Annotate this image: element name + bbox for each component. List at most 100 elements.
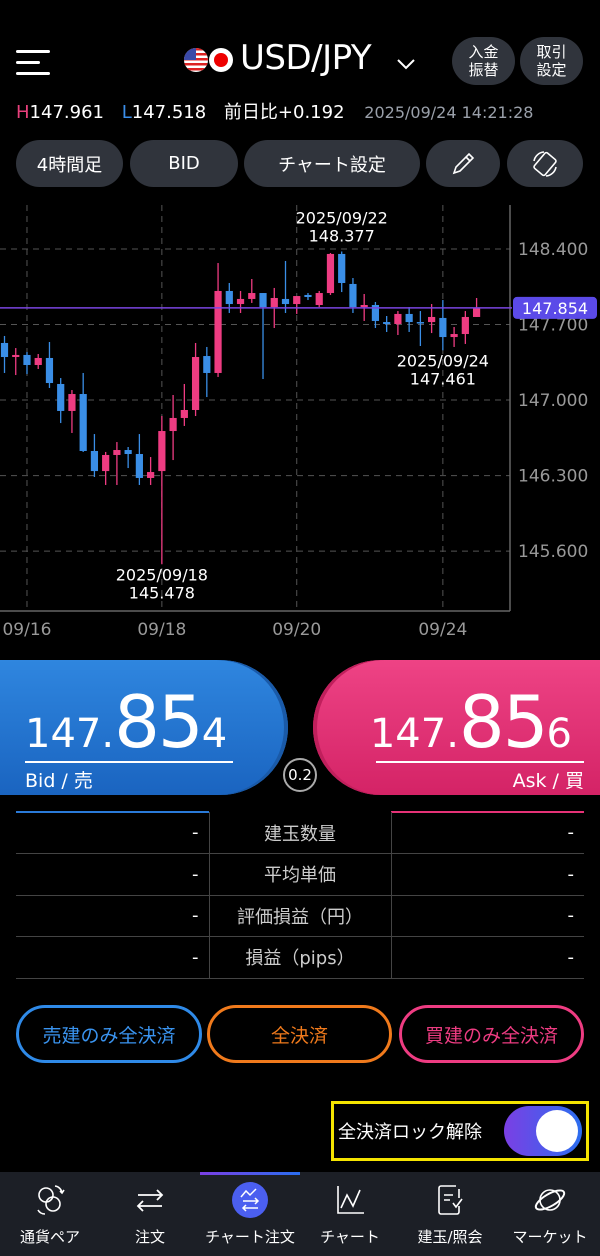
nav-label: マーケット bbox=[512, 1228, 588, 1246]
nav-label: チャート bbox=[320, 1228, 380, 1246]
trade-settings-button[interactable]: 取引 設定 bbox=[520, 37, 583, 85]
candle-body bbox=[338, 253, 346, 283]
draw-button[interactable] bbox=[426, 140, 500, 187]
candle-body bbox=[281, 298, 290, 305]
positions-row: - 建玉数量 - bbox=[16, 812, 584, 854]
candle bbox=[147, 457, 155, 485]
candle bbox=[124, 446, 132, 469]
positions-table: - 建玉数量 - - 平均単価 - - 評価損益（円） - - 損益（pips） - bbox=[16, 812, 584, 979]
y-tick-label: 147.000 bbox=[518, 391, 588, 411]
nav-label: チャート注文 bbox=[205, 1228, 295, 1246]
row-label: 平均単価 bbox=[208, 853, 392, 896]
candle bbox=[315, 290, 323, 308]
y-tick-label: 148.400 bbox=[518, 240, 588, 260]
candle-body bbox=[394, 313, 402, 324]
candle-body bbox=[270, 297, 278, 308]
candle-body bbox=[180, 409, 188, 418]
annotation-value: 147.461 bbox=[410, 369, 476, 388]
chart-settings-button[interactable]: チャート設定 bbox=[244, 140, 420, 187]
candle bbox=[349, 278, 357, 313]
candle bbox=[169, 394, 177, 461]
nav-chart[interactable]: チャート bbox=[300, 1172, 400, 1256]
lock-release-toggle[interactable] bbox=[504, 1106, 582, 1156]
lock-release-row: 全決済ロック解除 bbox=[331, 1101, 589, 1161]
candle-body bbox=[450, 334, 458, 338]
bid-price: 147.854 bbox=[25, 680, 228, 764]
candle bbox=[191, 342, 200, 417]
sell-bid-button[interactable]: 147.854 Bid / 売 bbox=[0, 660, 288, 795]
close-sell-only-button[interactable]: 売建のみ全決済 bbox=[16, 1005, 202, 1063]
candle bbox=[79, 372, 87, 452]
candle-body bbox=[203, 356, 211, 373]
positions-icon bbox=[438, 1185, 463, 1215]
candlestick-chart[interactable]: 148.400 147.700 147.000 146.300 145.600 09/16… bbox=[0, 200, 600, 645]
buy-value: - bbox=[391, 895, 584, 937]
candle-body bbox=[45, 357, 54, 384]
change-value: +0.192 bbox=[277, 102, 345, 123]
nav-currency-pair[interactable]: 通貨ペア bbox=[0, 1172, 100, 1256]
candle-body bbox=[191, 357, 200, 410]
chevron-down-icon[interactable] bbox=[396, 58, 416, 70]
candle-body bbox=[0, 342, 9, 358]
buy-ask-button[interactable]: 147.856 Ask / 買 bbox=[313, 660, 600, 795]
candle bbox=[90, 434, 99, 477]
candle-body bbox=[371, 305, 380, 321]
candle bbox=[0, 335, 9, 373]
candle bbox=[68, 390, 76, 433]
close-all-button[interactable]: 全決済 bbox=[207, 1005, 392, 1063]
candle bbox=[57, 378, 65, 424]
candle bbox=[259, 293, 267, 380]
candle bbox=[12, 348, 20, 376]
nav-positions[interactable]: 建玉/照会 bbox=[400, 1172, 500, 1256]
buy-value: - bbox=[391, 936, 584, 979]
candle-body bbox=[439, 317, 447, 338]
chart-icon bbox=[337, 1186, 364, 1214]
ask-label: Ask / 買 bbox=[512, 770, 584, 792]
candle bbox=[203, 346, 211, 398]
currency-pair-title[interactable]: USD/JPY bbox=[240, 38, 372, 78]
nav-order[interactable]: 注文 bbox=[100, 1172, 200, 1256]
candle bbox=[304, 293, 312, 301]
candle-body bbox=[135, 454, 143, 478]
nav-label: 建玉/照会 bbox=[417, 1228, 483, 1246]
candle-body bbox=[349, 283, 357, 308]
candle-body bbox=[57, 383, 65, 411]
current-price-badge bbox=[513, 296, 597, 319]
nav-label: 注文 bbox=[134, 1228, 165, 1246]
candle bbox=[102, 451, 110, 485]
candle-body bbox=[472, 307, 481, 317]
timeframe-button[interactable]: 4時間足 bbox=[16, 140, 123, 187]
sell-value: - bbox=[16, 936, 209, 979]
buy-value: - bbox=[391, 853, 584, 896]
bottom-nav: 通貨ペア 注文 チャート注文 チャート 建玉/照会 マーケット bbox=[0, 1172, 600, 1256]
close-buy-only-button[interactable]: 買建のみ全決済 bbox=[399, 1005, 584, 1063]
y-tick-label: 145.600 bbox=[518, 542, 588, 562]
rotate-screen-button[interactable] bbox=[507, 140, 583, 187]
market-icon bbox=[534, 1189, 566, 1211]
pencil-icon bbox=[452, 152, 475, 174]
candle bbox=[428, 304, 436, 334]
ask-price: 147.856 bbox=[369, 680, 572, 764]
candle bbox=[248, 278, 256, 303]
candle-body bbox=[225, 290, 233, 305]
candle bbox=[383, 316, 391, 332]
spread-badge: 0.2 bbox=[283, 758, 317, 792]
x-tick-label: 09/16 bbox=[2, 620, 51, 640]
nav-market[interactable]: マーケット bbox=[500, 1172, 600, 1256]
candle-body bbox=[360, 305, 368, 308]
high-value: 147.961 bbox=[29, 102, 104, 123]
menu-button[interactable] bbox=[16, 50, 50, 83]
x-tick-label: 09/24 bbox=[418, 620, 467, 640]
candle bbox=[113, 442, 121, 485]
candle bbox=[326, 252, 335, 295]
y-tick-label: 147.700 bbox=[518, 316, 588, 336]
deposit-transfer-button[interactable]: 入金 振替 bbox=[452, 37, 515, 85]
candle-body bbox=[214, 290, 222, 373]
candle bbox=[405, 307, 413, 332]
candle bbox=[281, 260, 290, 313]
candle-body bbox=[461, 316, 469, 335]
nav-chart-order[interactable]: チャート注文 bbox=[200, 1172, 300, 1256]
candle-body bbox=[12, 354, 20, 358]
low-value: 147.518 bbox=[131, 102, 207, 123]
price-type-button[interactable]: BID bbox=[130, 140, 238, 187]
